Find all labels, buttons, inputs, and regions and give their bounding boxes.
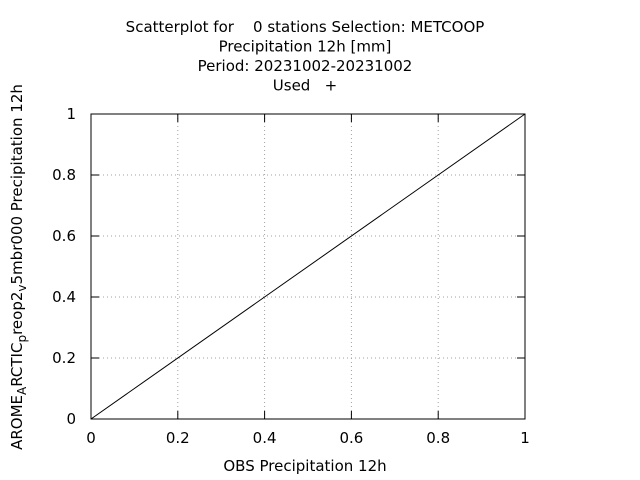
reference-line <box>90 113 526 420</box>
plot-frame <box>90 113 526 420</box>
y-tick-label-0: 0 <box>66 410 76 428</box>
y-label-part-4: reop2 <box>8 292 26 335</box>
x-tick-labels: 0 0.2 0.4 0.6 0.8 1 <box>86 429 530 447</box>
axis-ticks <box>90 113 526 420</box>
x-tick-label-0: 0 <box>86 429 96 447</box>
x-tick-label-1: 0.2 <box>166 429 190 447</box>
y-label-part-6: 5mbr000 Precipitation 12h <box>8 84 26 284</box>
y-label-part-1: A <box>15 386 29 395</box>
y-label-part-2: RCTIC <box>8 343 26 387</box>
x-tick-label-2: 0.4 <box>253 429 277 447</box>
y-tick-label-5: 1 <box>66 105 76 123</box>
x-axis-label: OBS Precipitation 12h <box>223 457 386 475</box>
y-label-part-3: p <box>15 335 29 343</box>
y-tick-label-3: 0.6 <box>52 227 76 245</box>
title-line-1: Scatterplot for 0 stations Selection: ME… <box>126 18 485 36</box>
title-line-2: Precipitation 12h [mm] <box>219 38 392 56</box>
chart-title: Scatterplot for 0 stations Selection: ME… <box>126 18 485 95</box>
title-line-4: Used + <box>273 77 337 95</box>
x-tick-label-5: 1 <box>520 429 530 447</box>
y-tick-labels: 0 0.2 0.4 0.6 0.8 1 <box>52 105 76 428</box>
y-tick-label-4: 0.8 <box>52 166 76 184</box>
x-tick-label-3: 0.6 <box>339 429 363 447</box>
y-axis-label: AROMEARCTICpreop2v5mbr000 Precipitation … <box>8 84 29 450</box>
y-tick-label-2: 0.4 <box>52 288 76 306</box>
y-label-part-5: v <box>15 284 29 291</box>
y-label-part-0: AROME <box>8 395 26 450</box>
grid <box>91 114 525 419</box>
x-tick-label-4: 0.8 <box>426 429 450 447</box>
y-tick-label-1: 0.2 <box>52 349 76 367</box>
title-line-3: Period: 20231002-20231002 <box>198 57 413 75</box>
